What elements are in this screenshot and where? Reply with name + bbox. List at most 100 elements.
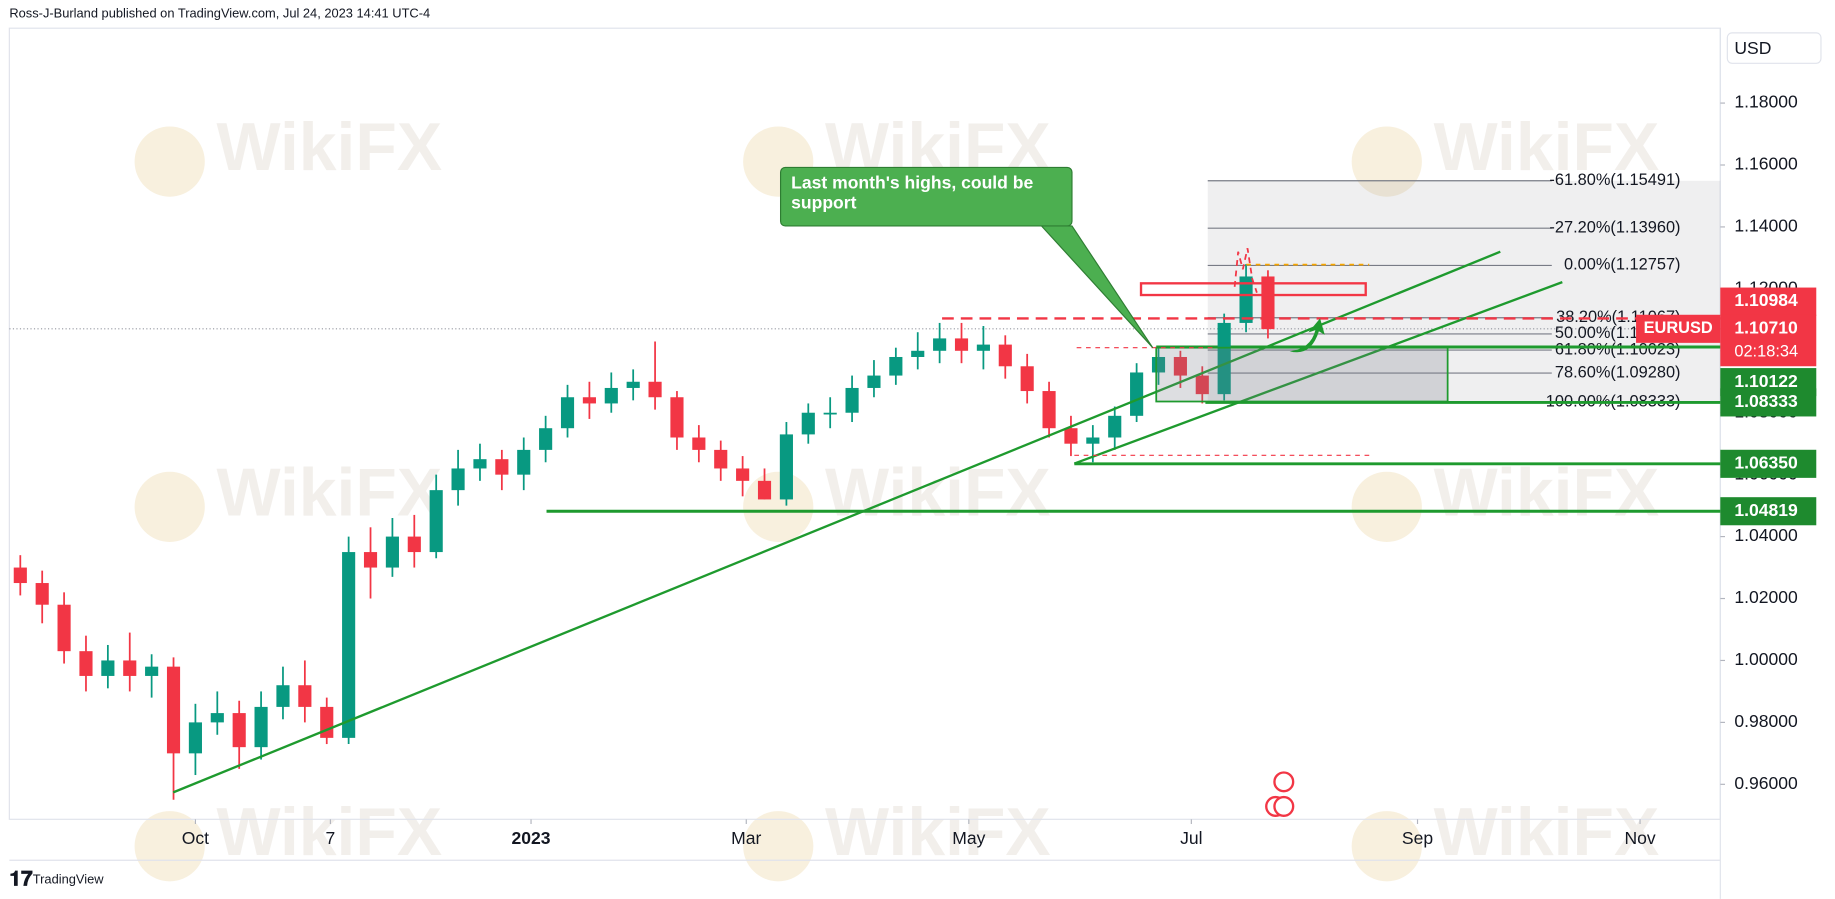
fib-label: 61.80%(1.10023): [1555, 340, 1681, 358]
candle-body: [35, 583, 49, 605]
candle-body: [1130, 372, 1144, 416]
watermark: WikiFX: [825, 795, 1051, 870]
x-tick-label: Nov: [1624, 828, 1655, 848]
candle-body: [123, 660, 137, 676]
candle-body: [57, 604, 71, 652]
y-tick-label: 1.16000: [1734, 154, 1798, 174]
candle-body: [823, 412, 837, 415]
watermark-icon: [134, 811, 205, 882]
candle-body: [911, 350, 925, 357]
candle-body: [363, 552, 378, 568]
fib-label: 78.60%(1.09280): [1555, 363, 1681, 381]
countdown: 02:18:34: [1734, 343, 1798, 361]
symbol-label: EURUSD: [1644, 319, 1713, 337]
trend-line: [1073, 281, 1563, 465]
projection: [1233, 248, 1258, 293]
candle-body: [298, 685, 312, 707]
fib-label: 0.00%(1.12757): [1564, 256, 1681, 274]
price-badge-label: 1.06350: [1734, 452, 1798, 472]
currency-label: USD: [1734, 38, 1771, 58]
x-tick-label: May: [952, 828, 985, 848]
candle-body: [1239, 276, 1253, 323]
candle-body: [210, 713, 224, 723]
event-icon: [1273, 771, 1295, 793]
watermark: WikiFX: [217, 110, 443, 185]
candle-body: [1064, 428, 1078, 444]
callout-text: Last month's highs, could be support: [791, 173, 1034, 214]
candle-body: [801, 412, 815, 435]
event-icon: [1273, 795, 1295, 817]
candle-body: [889, 356, 903, 376]
candle-body: [1195, 375, 1209, 395]
y-tick-label: 1.14000: [1734, 216, 1798, 236]
candle-body: [1261, 276, 1275, 330]
candle-body: [517, 449, 531, 475]
callout-box: [779, 166, 1073, 227]
candle-body: [79, 651, 93, 676]
x-tick-label: Mar: [731, 828, 761, 848]
watermark-icon: [743, 811, 814, 882]
watermark: WikiFX: [217, 455, 443, 530]
chart-layer: 0.960000.980001.000001.020001.040001.060…: [9, 92, 1817, 848]
y-tick-label: 1.02000: [1734, 587, 1798, 607]
watermark: WikiFX: [1434, 455, 1660, 530]
candle-body: [736, 468, 750, 481]
callout: Last month's highs, could be support: [791, 173, 1034, 214]
candle-body: [1042, 391, 1056, 429]
fib-label: -27.20%(1.13960): [1549, 218, 1680, 236]
x-tick-label: Oct: [182, 828, 209, 848]
fib-area: [1207, 180, 1721, 403]
candle-body: [604, 387, 618, 404]
byline: Ross-J-Burland published on TradingView.…: [9, 6, 430, 21]
candle-body: [1086, 437, 1100, 444]
candle-body: [692, 437, 706, 450]
watermark: WikiFX: [1434, 110, 1660, 185]
price-badge: [1720, 449, 1817, 478]
y-tick-label: 1.18000: [1734, 92, 1798, 112]
arrow: [1289, 318, 1325, 353]
x-tick-label: 7: [326, 828, 336, 848]
candle-body: [626, 381, 640, 388]
price-badge: [1720, 314, 1817, 367]
price-badge: [1720, 388, 1817, 417]
candle-body: [166, 666, 181, 754]
price-badge-label: 1.10710: [1734, 317, 1798, 337]
candle-body: [670, 397, 684, 438]
candle-body: [320, 706, 334, 738]
candle-body: [1108, 415, 1122, 438]
y-tick-label: 1.04000: [1734, 525, 1798, 545]
candle-body: [13, 567, 27, 584]
watermark-icon: [743, 471, 814, 542]
candle-body: [582, 397, 596, 404]
x-tick-label: Jul: [1180, 828, 1202, 848]
candle-body: [101, 660, 115, 676]
candle-body: [276, 685, 290, 707]
x-tick-label: Sep: [1402, 828, 1433, 848]
currency-box: [1726, 32, 1822, 64]
candle-body: [954, 338, 969, 351]
candle-body: [188, 722, 202, 754]
candle-body: [1173, 356, 1187, 376]
watermark: WikiFX: [825, 455, 1051, 530]
candle-body: [451, 468, 465, 491]
y-tick-label: 0.98000: [1734, 711, 1798, 731]
candle-body: [714, 449, 728, 469]
price-badge-label: 1.08333: [1734, 391, 1798, 411]
candle-body: [145, 666, 159, 676]
candle-body: [779, 434, 793, 500]
price-badge: [1720, 287, 1817, 316]
candle-body: [495, 459, 509, 475]
candle-body: [1151, 356, 1166, 373]
candle-body: [232, 713, 246, 748]
candle-body: [342, 552, 356, 738]
watermark-icon: [1351, 126, 1422, 197]
candle-body: [1020, 366, 1034, 392]
candle-body: [867, 375, 881, 388]
candle-body: [560, 397, 575, 429]
candle-body: [757, 480, 772, 500]
y-tick-label: 1.00000: [1734, 649, 1798, 669]
watermark-icon: [134, 126, 205, 197]
price-badge: [1720, 497, 1817, 526]
candle-body: [648, 381, 662, 398]
